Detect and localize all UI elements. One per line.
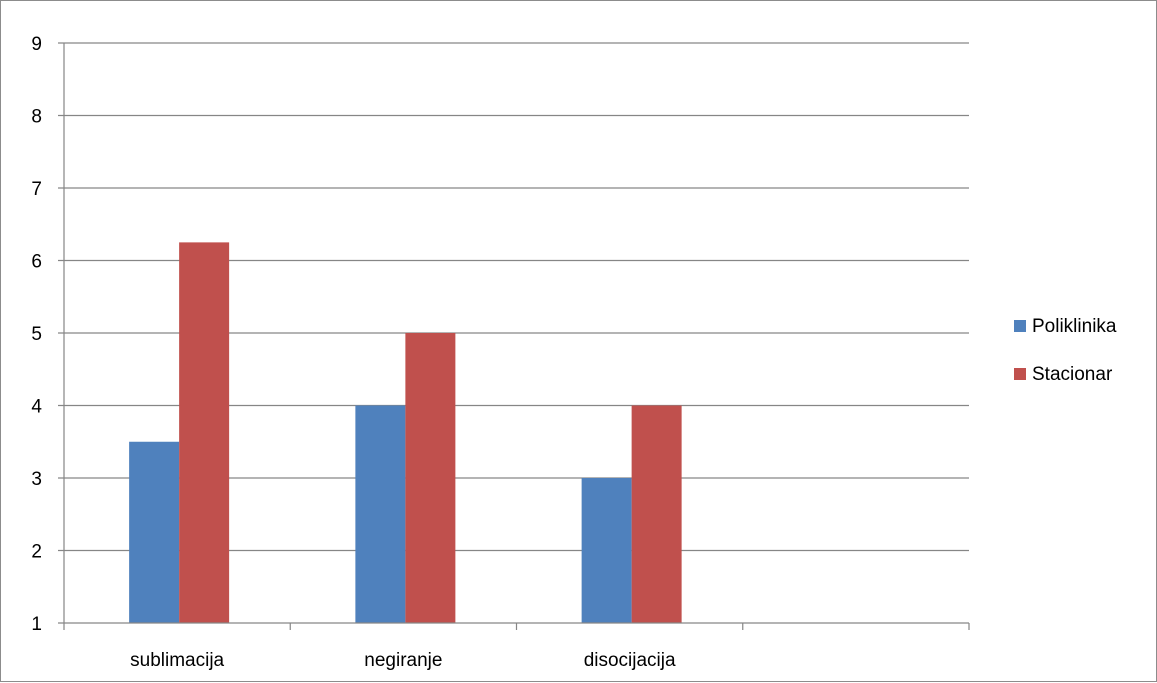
bar-poliklinika-negiranje bbox=[355, 405, 406, 623]
y-tick-label: 2 bbox=[31, 542, 42, 563]
x-category-label: sublimacija bbox=[130, 650, 224, 671]
y-tick-label: 5 bbox=[31, 324, 42, 345]
y-tick-label: 9 bbox=[31, 34, 42, 55]
bar-stacionar-disocijacija bbox=[631, 405, 682, 623]
x-category-label: negiranje bbox=[364, 650, 442, 671]
legend-swatch-stacionar bbox=[1014, 368, 1026, 380]
y-tick-label: 3 bbox=[31, 469, 42, 490]
y-tick-label: 6 bbox=[31, 252, 42, 273]
bar-poliklinika-sublimacija bbox=[129, 441, 180, 623]
legend-swatch-poliklinika bbox=[1014, 320, 1026, 332]
x-category-label: disocijacija bbox=[584, 650, 676, 671]
y-tick-label: 1 bbox=[31, 614, 42, 635]
y-tick-label: 7 bbox=[31, 179, 42, 200]
bar-stacionar-sublimacija bbox=[179, 242, 230, 623]
legend-label-poliklinika: Poliklinika bbox=[1032, 316, 1117, 337]
y-tick-label: 8 bbox=[31, 107, 42, 128]
legend-label-stacionar: Stacionar bbox=[1032, 364, 1113, 385]
y-tick-label: 4 bbox=[31, 397, 42, 418]
bar-poliklinika-disocijacija bbox=[581, 478, 632, 623]
bar-stacionar-negiranje bbox=[405, 333, 456, 623]
